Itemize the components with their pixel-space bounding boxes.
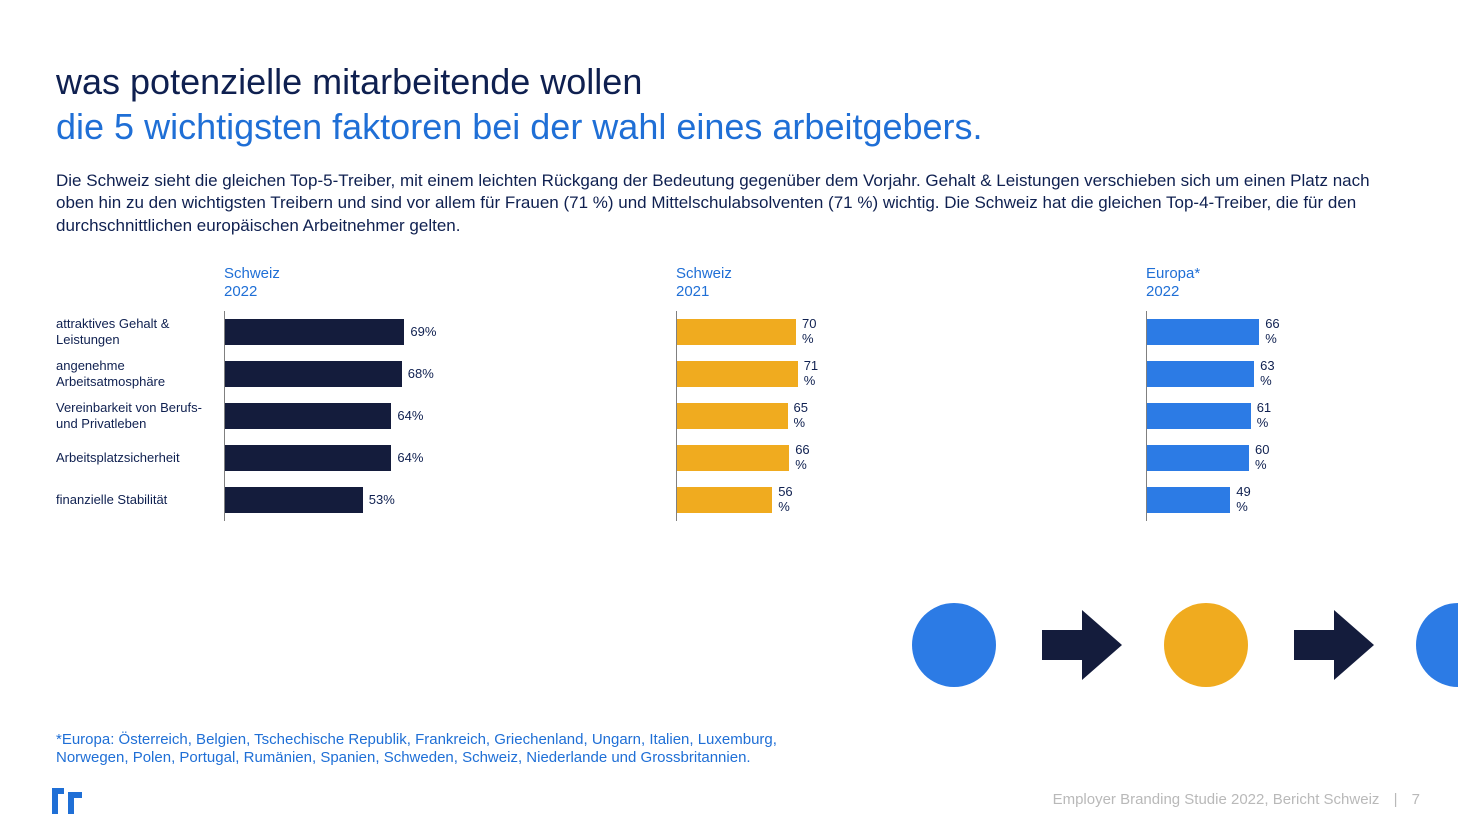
chart-col-schweiz-2021: Schweiz 2021 70 % 71 % 65 % 66 %56 % [676, 265, 906, 521]
footer-text: Employer Branding Studie 2022, Bericht S… [1053, 791, 1380, 808]
bar [225, 403, 391, 429]
bar-row: 53% [225, 479, 526, 521]
bars-group: 69% 68% 64% 64% 53% [225, 311, 526, 521]
category-label: Vereinbarkeit von Berufs- und Privatlebe… [56, 400, 224, 431]
title-line-1: was potenzielle mitarbeitende wollen [56, 60, 1402, 103]
bar-row: 49 % [1147, 479, 1376, 521]
slide: was potenzielle mitarbeitende wollen die… [0, 0, 1458, 521]
bar-row: 69% [225, 311, 526, 353]
bar-value-label: 53% [369, 493, 395, 507]
bar-row: 68% [225, 353, 526, 395]
bar-value-label: 66 % [795, 443, 809, 472]
bars-group: 70 % 71 % 65 % 66 %56 % [677, 311, 906, 521]
decorative-icons-row [912, 600, 1458, 690]
category-label: attraktives Gehalt & Leistungen [56, 316, 224, 347]
bar-value-label: 65 % [794, 401, 808, 430]
bar-value-label: 68% [408, 367, 434, 381]
bar-row: 63 % [1147, 353, 1376, 395]
bar-row: 71 % [677, 353, 906, 395]
bar [677, 319, 796, 345]
bar-row: 65 % [677, 395, 906, 437]
arrow-right-icon [1032, 600, 1128, 690]
charts-container: Schweiz 2022 attraktives Gehalt & Leistu… [56, 265, 1402, 521]
chart-col-schweiz-2022: Schweiz 2022 attraktives Gehalt & Leistu… [56, 265, 526, 521]
chart-header: Schweiz 2022 [224, 265, 526, 301]
circle-icon [912, 603, 996, 687]
bar-row: 60 % [1147, 437, 1376, 479]
category-label: finanzielle Stabilität [56, 492, 224, 508]
bar [225, 319, 404, 345]
bar [225, 361, 402, 387]
bar [677, 445, 789, 471]
arrow-right-icon [1284, 600, 1380, 690]
category-label: angenehme Arbeitsatmosphäre [56, 358, 224, 389]
bar-row: 66 % [1147, 311, 1376, 353]
title-line-2: die 5 wichtigsten faktoren bei der wahl … [56, 105, 1402, 148]
bar-value-label: 70 % [802, 317, 816, 346]
bar [1147, 319, 1259, 345]
bar-row: 66 % [677, 437, 906, 479]
bar-value-label: 56 % [778, 485, 792, 514]
page-number: 7 [1412, 791, 1420, 808]
bar [677, 361, 798, 387]
bar-row: 56 % [677, 479, 906, 521]
footnote: *Europa: Österreich, Belgien, Tschechisc… [56, 731, 826, 769]
bar [1147, 361, 1254, 387]
bar [1147, 487, 1230, 513]
footer-separator: | [1394, 791, 1398, 808]
footer: Employer Branding Studie 2022, Bericht S… [1053, 791, 1420, 808]
bar-value-label: 64% [397, 451, 423, 465]
bar [225, 445, 391, 471]
circle-icon [1416, 603, 1458, 687]
bar [677, 487, 772, 513]
brand-logo-icon [52, 788, 82, 814]
bar-value-label: 69% [410, 325, 436, 339]
bar-value-label: 60 % [1255, 443, 1269, 472]
bar-value-label: 71 % [804, 359, 818, 388]
bar-row: 64% [225, 437, 526, 479]
bar-value-label: 49 % [1236, 485, 1250, 514]
bar [1147, 403, 1251, 429]
bar [1147, 445, 1249, 471]
category-labels: attraktives Gehalt & Leistungen angenehm… [56, 311, 224, 521]
bar [677, 403, 788, 429]
chart-header: Europa* 2022 [1146, 265, 1376, 301]
bar-value-label: 66 % [1265, 317, 1279, 346]
circle-icon [1164, 603, 1248, 687]
bar-row: 64% [225, 395, 526, 437]
bar-value-label: 64% [397, 409, 423, 423]
bar-value-label: 61 % [1257, 401, 1271, 430]
bar-value-label: 63 % [1260, 359, 1274, 388]
category-label: Arbeitsplatzsicherheit [56, 450, 224, 466]
bar-row: 70 % [677, 311, 906, 353]
bar-row: 61 % [1147, 395, 1376, 437]
bar [225, 487, 363, 513]
body-paragraph: Die Schweiz sieht die gleichen Top-5-Tre… [56, 170, 1386, 236]
bars-group: 66 % 63 % 61 % 60 % 49 % [1147, 311, 1376, 521]
chart-col-europa-2022: Europa* 2022 66 % 63 % 61 % 60 % 49 % [1146, 265, 1376, 521]
chart-header: Schweiz 2021 [676, 265, 906, 301]
